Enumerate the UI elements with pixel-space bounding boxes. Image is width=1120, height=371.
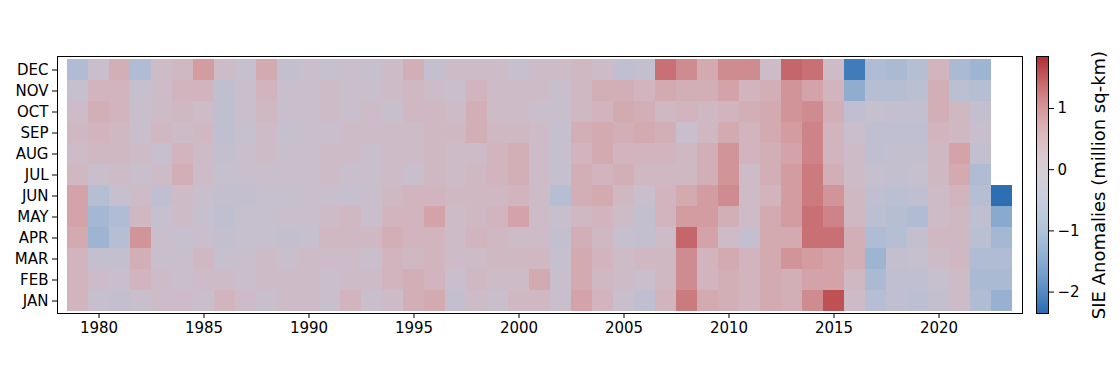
svg-text:−2: −2 bbox=[1058, 283, 1080, 301]
svg-text:SEP: SEP bbox=[20, 124, 48, 142]
svg-text:2015: 2015 bbox=[815, 319, 853, 337]
svg-text:APR: APR bbox=[19, 229, 49, 247]
svg-text:2000: 2000 bbox=[500, 319, 538, 337]
svg-text:JUL: JUL bbox=[24, 166, 49, 184]
svg-text:JAN: JAN bbox=[22, 292, 49, 310]
svg-text:−1: −1 bbox=[1058, 222, 1080, 240]
svg-text:MAY: MAY bbox=[17, 208, 49, 226]
svg-text:AUG: AUG bbox=[16, 145, 49, 163]
svg-text:OCT: OCT bbox=[17, 103, 49, 121]
svg-text:2005: 2005 bbox=[605, 319, 643, 337]
svg-text:JUN: JUN bbox=[21, 187, 49, 205]
svg-text:1: 1 bbox=[1058, 99, 1068, 117]
svg-text:1995: 1995 bbox=[395, 319, 433, 337]
svg-text:1990: 1990 bbox=[290, 319, 328, 337]
svg-text:NOV: NOV bbox=[15, 82, 49, 100]
svg-text:FEB: FEB bbox=[20, 271, 48, 289]
svg-text:1980: 1980 bbox=[80, 319, 118, 337]
svg-text:DEC: DEC bbox=[17, 61, 49, 79]
svg-text:MAR: MAR bbox=[15, 250, 49, 268]
svg-text:SIE Anomalies (million sq-km): SIE Anomalies (million sq-km) bbox=[1088, 51, 1109, 319]
svg-text:0: 0 bbox=[1058, 161, 1068, 179]
svg-text:2020: 2020 bbox=[920, 319, 958, 337]
svg-text:2010: 2010 bbox=[710, 319, 748, 337]
svg-text:1985: 1985 bbox=[185, 319, 223, 337]
